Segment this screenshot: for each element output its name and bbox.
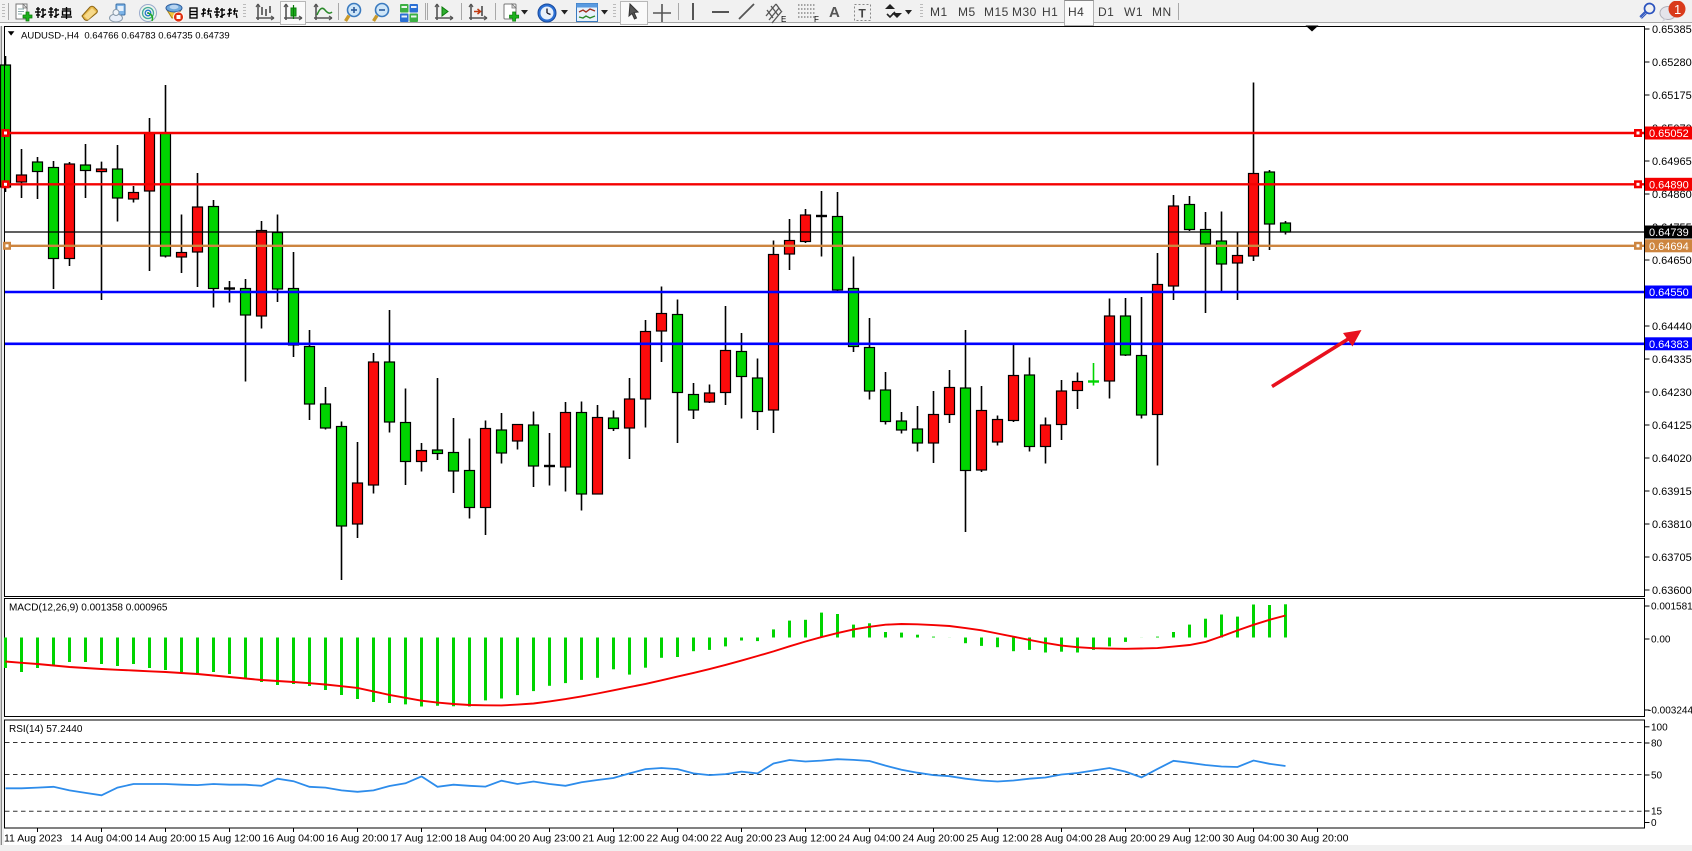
- svg-text:23 Aug 12:00: 23 Aug 12:00: [775, 833, 837, 845]
- svg-text:0.001581: 0.001581: [1651, 602, 1692, 613]
- svg-text:14 Aug 04:00: 14 Aug 04:00: [71, 833, 133, 845]
- svg-text:17 Aug 12:00: 17 Aug 12:00: [391, 833, 453, 845]
- svg-text:0.65280: 0.65280: [1652, 57, 1692, 69]
- svg-text:50: 50: [1651, 771, 1663, 782]
- svg-text:16 Aug 04:00: 16 Aug 04:00: [263, 833, 325, 845]
- svg-text:0.63705: 0.63705: [1652, 552, 1692, 564]
- svg-text:0.64860: 0.64860: [1652, 189, 1692, 201]
- svg-text:0: 0: [1651, 818, 1657, 829]
- svg-text:E: E: [781, 15, 786, 24]
- svg-text:RSI(14) 57.2440: RSI(14) 57.2440: [9, 724, 83, 735]
- svg-text:30 Aug 04:00: 30 Aug 04:00: [1223, 833, 1285, 845]
- svg-text:100: 100: [1651, 722, 1668, 733]
- svg-text:29 Aug 12:00: 29 Aug 12:00: [1159, 833, 1221, 845]
- svg-text:28 Aug 20:00: 28 Aug 20:00: [1095, 833, 1157, 845]
- svg-text:0.64739: 0.64739: [1649, 227, 1689, 239]
- svg-text:16 Aug 20:00: 16 Aug 20:00: [327, 833, 389, 845]
- svg-text:24 Aug 04:00: 24 Aug 04:00: [839, 833, 901, 845]
- svg-text:0.65052: 0.65052: [1649, 128, 1689, 140]
- svg-text:0.64965: 0.64965: [1652, 156, 1692, 168]
- svg-text:0.64125: 0.64125: [1652, 420, 1692, 432]
- svg-text:F: F: [814, 15, 819, 23]
- svg-text:24 Aug 20:00: 24 Aug 20:00: [903, 833, 965, 845]
- svg-text:20 Aug 23:00: 20 Aug 23:00: [519, 833, 581, 845]
- svg-text:30 Aug 20:00: 30 Aug 20:00: [1287, 833, 1349, 845]
- svg-text:11 Aug 2023: 11 Aug 2023: [4, 833, 62, 845]
- svg-text:0.64650: 0.64650: [1652, 255, 1692, 267]
- svg-text:18 Aug 04:00: 18 Aug 04:00: [455, 833, 517, 845]
- svg-text:0.64440: 0.64440: [1652, 321, 1692, 333]
- svg-text:22 Aug 04:00: 22 Aug 04:00: [647, 833, 709, 845]
- svg-text:0.65385: 0.65385: [1652, 24, 1692, 36]
- svg-text:0.64335: 0.64335: [1652, 354, 1692, 366]
- svg-text:21 Aug 12:00: 21 Aug 12:00: [583, 833, 645, 845]
- svg-text:0.63915: 0.63915: [1652, 486, 1692, 498]
- svg-text:0.65175: 0.65175: [1652, 90, 1692, 102]
- svg-text:15 Aug 12:00: 15 Aug 12:00: [199, 833, 261, 845]
- svg-text:0.63600: 0.63600: [1652, 585, 1692, 597]
- svg-text:28 Aug 04:00: 28 Aug 04:00: [1031, 833, 1093, 845]
- svg-text:0.64550: 0.64550: [1649, 287, 1689, 299]
- svg-text:0.00: 0.00: [1651, 635, 1671, 646]
- svg-text:0.64020: 0.64020: [1652, 453, 1692, 465]
- svg-text:0.63810: 0.63810: [1652, 519, 1692, 531]
- svg-text:AUDUSD-,H4 0.64766 0.64783 0.: AUDUSD-,H4 0.64766 0.64783 0.64735 0.647…: [21, 30, 230, 41]
- svg-text:22 Aug 20:00: 22 Aug 20:00: [711, 833, 773, 845]
- svg-text:80: 80: [1651, 739, 1663, 750]
- svg-text:15: 15: [1651, 807, 1663, 818]
- svg-text:0.64694: 0.64694: [1649, 241, 1689, 253]
- svg-text:0.64890: 0.64890: [1649, 179, 1689, 191]
- svg-text:0.64230: 0.64230: [1652, 387, 1692, 399]
- svg-text:T: T: [859, 7, 867, 21]
- svg-text:0.64383: 0.64383: [1649, 339, 1689, 351]
- svg-text:-0.003244: -0.003244: [1648, 706, 1692, 717]
- svg-text:1: 1: [1674, 2, 1681, 17]
- svg-text:MACD(12,26,9) 0.001358 0.00096: MACD(12,26,9) 0.001358 0.000965: [9, 603, 168, 614]
- svg-text:25 Aug 12:00: 25 Aug 12:00: [967, 833, 1029, 845]
- svg-text:14 Aug 20:00: 14 Aug 20:00: [135, 833, 197, 845]
